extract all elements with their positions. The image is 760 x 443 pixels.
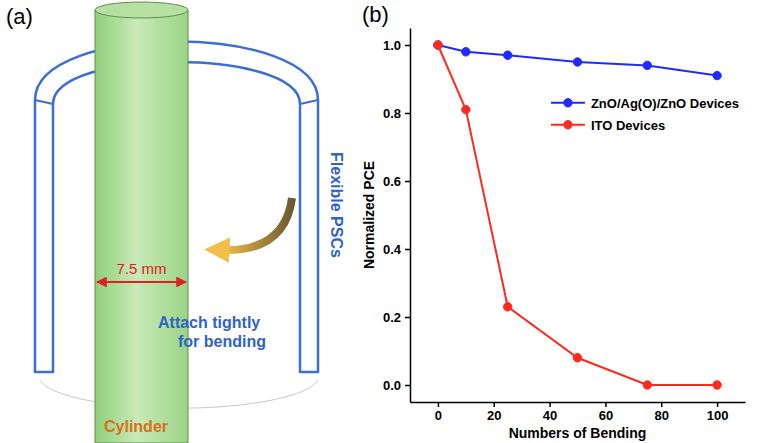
device-label: Flexible PSCs bbox=[328, 152, 345, 258]
legend-label: ITO Devices bbox=[591, 118, 665, 133]
tick-label: 40 bbox=[543, 408, 557, 423]
tick-label: 100 bbox=[707, 408, 729, 423]
tick-mark bbox=[405, 113, 410, 115]
instruction-line: Attach tightly bbox=[158, 314, 260, 331]
tick: 1.0 bbox=[383, 38, 410, 53]
tick-mark bbox=[405, 385, 410, 387]
tick-mark bbox=[405, 45, 410, 47]
panel-label: (b) bbox=[362, 2, 389, 27]
legend: ZnO/Ag(O)/ZnO Devices ITO Devices bbox=[551, 96, 739, 133]
tick-label: 0.6 bbox=[383, 174, 401, 189]
object-label: Cylinder bbox=[104, 418, 168, 435]
data-point bbox=[573, 58, 581, 66]
data-point bbox=[713, 381, 721, 389]
axis-line bbox=[410, 29, 412, 403]
instruction-label: Attach tightly for bending bbox=[158, 314, 266, 350]
x-axis-title: Numbers of Bending bbox=[509, 425, 647, 441]
tick-label: 0 bbox=[435, 408, 442, 423]
tick: 0 bbox=[435, 402, 442, 423]
y-axis-title: Normalized PCE bbox=[361, 161, 377, 269]
tick-label: 60 bbox=[599, 408, 613, 423]
panel-label: (a) bbox=[6, 4, 33, 29]
data-point bbox=[504, 303, 512, 311]
dimension-label: 7.5 mm bbox=[116, 260, 166, 277]
tick: 60 bbox=[599, 402, 613, 423]
x-axis: 0 20 40 60 80 100 bbox=[411, 402, 746, 423]
tick: 20 bbox=[487, 402, 501, 423]
tick: 0.2 bbox=[383, 310, 410, 325]
data-point bbox=[643, 381, 651, 389]
attach-arrow bbox=[222, 198, 292, 250]
series-line bbox=[438, 45, 717, 76]
tick: 0.4 bbox=[383, 242, 410, 257]
tick-label: 0.4 bbox=[383, 242, 402, 257]
data-point bbox=[713, 71, 721, 79]
tick-label: 1.0 bbox=[383, 38, 401, 53]
legend-item: ITO Devices bbox=[551, 118, 665, 133]
tick-mark bbox=[661, 402, 663, 407]
tick: 0.0 bbox=[383, 378, 410, 393]
tick: 0.8 bbox=[383, 106, 410, 121]
legend-item: ZnO/Ag(O)/ZnO Devices bbox=[551, 96, 739, 111]
tick-mark bbox=[405, 181, 410, 183]
tick-mark bbox=[494, 402, 496, 407]
data-point bbox=[462, 48, 470, 56]
tick: 0.6 bbox=[383, 174, 410, 189]
tick-mark bbox=[549, 402, 551, 407]
tick: 100 bbox=[707, 402, 729, 423]
plot-marks bbox=[434, 41, 722, 389]
tick-mark bbox=[717, 402, 719, 407]
y-axis: 0.0 0.2 0.4 0.6 0.8 1.0 bbox=[383, 29, 411, 403]
legend-marker bbox=[564, 121, 572, 129]
legend-label: ZnO/Ag(O)/ZnO Devices bbox=[591, 96, 739, 111]
data-point bbox=[643, 61, 651, 69]
legend-marker bbox=[564, 99, 572, 107]
figure: (a) 7.5 mm Attach tightly for bending Flexib… bbox=[0, 0, 760, 443]
panel-b: (b) 0 20 40 60 80 100 0.0 0.2 0.4 0.6 0.8 1.0 Numbers… bbox=[361, 2, 746, 441]
tick-mark bbox=[405, 317, 410, 319]
tick: 80 bbox=[655, 402, 669, 423]
instruction-line: for bending bbox=[178, 333, 266, 350]
data-point bbox=[434, 41, 442, 49]
panel-a: (a) 7.5 mm Attach tightly for bending Flexib… bbox=[6, 2, 345, 443]
data-point bbox=[462, 105, 470, 113]
cylinder-top bbox=[95, 2, 188, 18]
tick-mark bbox=[405, 249, 410, 251]
data-point bbox=[434, 41, 442, 49]
axis-line bbox=[411, 402, 746, 404]
tick-label: 0.0 bbox=[383, 378, 401, 393]
tick-mark bbox=[605, 402, 607, 407]
tick-label: 0.8 bbox=[383, 106, 401, 121]
data-point bbox=[573, 354, 581, 362]
tick-label: 20 bbox=[487, 408, 501, 423]
tick-label: 0.2 bbox=[383, 310, 401, 325]
cylinder-body bbox=[95, 10, 188, 443]
data-point bbox=[504, 51, 512, 59]
tick: 40 bbox=[543, 402, 557, 423]
dimension-arrow bbox=[97, 281, 186, 283]
tick-mark bbox=[438, 402, 440, 407]
tick-label: 80 bbox=[655, 408, 669, 423]
